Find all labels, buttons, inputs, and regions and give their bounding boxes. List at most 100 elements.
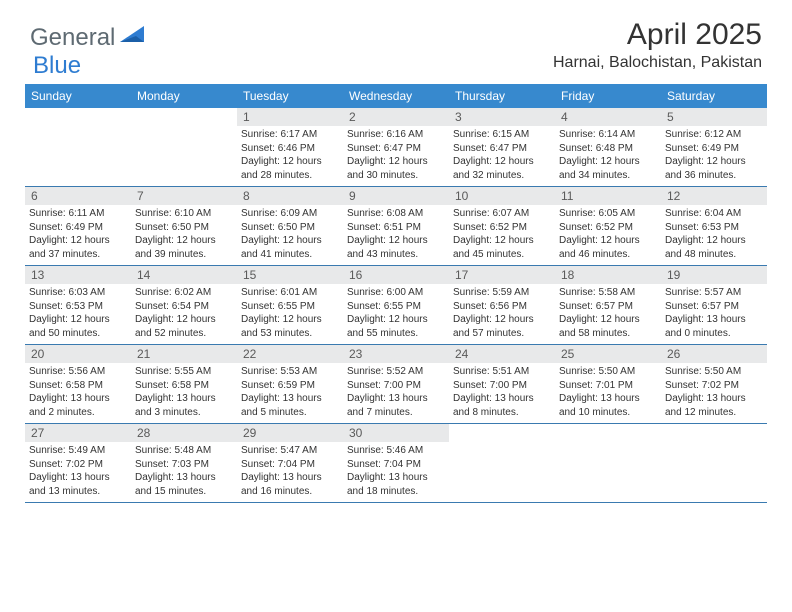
daylight-line-1: Daylight: 12 hours: [241, 155, 339, 169]
calendar-day: 2Sunrise: 6:16 AMSunset: 6:47 PMDaylight…: [343, 108, 449, 186]
sunrise-line: Sunrise: 6:14 AM: [559, 128, 657, 142]
title-block: April 2025 Harnai, Balochistan, Pakistan: [553, 18, 762, 72]
daylight-line-1: Daylight: 12 hours: [453, 155, 551, 169]
daylight-line-1: Daylight: 13 hours: [135, 392, 233, 406]
sunrise-line: Sunrise: 6:09 AM: [241, 207, 339, 221]
sunrise-line: Sunrise: 5:52 AM: [347, 365, 445, 379]
daylight-line-1: Daylight: 12 hours: [135, 313, 233, 327]
sunrise-line: Sunrise: 6:17 AM: [241, 128, 339, 142]
day-header: Friday: [555, 84, 661, 108]
day-details: Sunrise: 5:50 AMSunset: 7:02 PMDaylight:…: [661, 363, 767, 423]
header: General April 2025 Harnai, Balochistan, …: [0, 0, 792, 80]
sunrise-line: Sunrise: 6:05 AM: [559, 207, 657, 221]
daylight-line-1: Daylight: 13 hours: [29, 471, 127, 485]
daylight-line-2: and 12 minutes.: [665, 406, 763, 420]
day-details: Sunrise: 6:03 AMSunset: 6:53 PMDaylight:…: [25, 284, 131, 344]
sunrise-line: Sunrise: 6:15 AM: [453, 128, 551, 142]
day-number-empty: [555, 424, 661, 442]
sunrise-line: Sunrise: 6:00 AM: [347, 286, 445, 300]
weeks-container: 1Sunrise: 6:17 AMSunset: 6:46 PMDaylight…: [25, 108, 767, 503]
daylight-line-1: Daylight: 13 hours: [347, 471, 445, 485]
day-number: 18: [555, 266, 661, 284]
calendar-day: 11Sunrise: 6:05 AMSunset: 6:52 PMDayligh…: [555, 187, 661, 265]
day-details: Sunrise: 5:50 AMSunset: 7:01 PMDaylight:…: [555, 363, 661, 423]
daylight-line-1: Daylight: 12 hours: [559, 155, 657, 169]
calendar-week: 20Sunrise: 5:56 AMSunset: 6:58 PMDayligh…: [25, 345, 767, 424]
sunrise-line: Sunrise: 5:59 AM: [453, 286, 551, 300]
daylight-line-1: Daylight: 12 hours: [559, 313, 657, 327]
sunrise-line: Sunrise: 6:10 AM: [135, 207, 233, 221]
day-number: 23: [343, 345, 449, 363]
daylight-line-2: and 45 minutes.: [453, 248, 551, 262]
day-details: Sunrise: 5:46 AMSunset: 7:04 PMDaylight:…: [343, 442, 449, 502]
calendar-day: 5Sunrise: 6:12 AMSunset: 6:49 PMDaylight…: [661, 108, 767, 186]
daylight-line-1: Daylight: 13 hours: [665, 392, 763, 406]
sunset-line: Sunset: 7:00 PM: [347, 379, 445, 393]
calendar-day-empty: [555, 424, 661, 502]
calendar-day-empty: [449, 424, 555, 502]
day-number: 22: [237, 345, 343, 363]
day-number: 10: [449, 187, 555, 205]
sunset-line: Sunset: 6:53 PM: [665, 221, 763, 235]
daylight-line-2: and 15 minutes.: [135, 485, 233, 499]
sunset-line: Sunset: 6:48 PM: [559, 142, 657, 156]
day-details: Sunrise: 6:05 AMSunset: 6:52 PMDaylight:…: [555, 205, 661, 265]
logo-text-general: General: [30, 24, 115, 52]
logo: General: [30, 24, 146, 52]
day-details: Sunrise: 6:16 AMSunset: 6:47 PMDaylight:…: [343, 126, 449, 186]
day-number: 28: [131, 424, 237, 442]
day-number: 20: [25, 345, 131, 363]
daylight-line-1: Daylight: 13 hours: [453, 392, 551, 406]
calendar-day: 24Sunrise: 5:51 AMSunset: 7:00 PMDayligh…: [449, 345, 555, 423]
day-number: 12: [661, 187, 767, 205]
calendar-day: 21Sunrise: 5:55 AMSunset: 6:58 PMDayligh…: [131, 345, 237, 423]
calendar-day: 16Sunrise: 6:00 AMSunset: 6:55 PMDayligh…: [343, 266, 449, 344]
daylight-line-1: Daylight: 12 hours: [29, 234, 127, 248]
day-number: 17: [449, 266, 555, 284]
day-details: Sunrise: 5:51 AMSunset: 7:00 PMDaylight:…: [449, 363, 555, 423]
sunrise-line: Sunrise: 6:11 AM: [29, 207, 127, 221]
calendar-day: 13Sunrise: 6:03 AMSunset: 6:53 PMDayligh…: [25, 266, 131, 344]
sunset-line: Sunset: 7:01 PM: [559, 379, 657, 393]
sunset-line: Sunset: 6:50 PM: [241, 221, 339, 235]
day-number: 26: [661, 345, 767, 363]
day-number: 2: [343, 108, 449, 126]
day-number-empty: [25, 108, 131, 126]
daylight-line-2: and 13 minutes.: [29, 485, 127, 499]
day-number: 11: [555, 187, 661, 205]
daylight-line-1: Daylight: 12 hours: [347, 234, 445, 248]
daylight-line-2: and 18 minutes.: [347, 485, 445, 499]
sunset-line: Sunset: 6:57 PM: [665, 300, 763, 314]
day-header: Sunday: [25, 84, 131, 108]
day-number: 9: [343, 187, 449, 205]
day-number: 15: [237, 266, 343, 284]
daylight-line-2: and 2 minutes.: [29, 406, 127, 420]
daylight-line-2: and 8 minutes.: [453, 406, 551, 420]
calendar-day: 4Sunrise: 6:14 AMSunset: 6:48 PMDaylight…: [555, 108, 661, 186]
day-number: 6: [25, 187, 131, 205]
daylight-line-1: Daylight: 12 hours: [453, 313, 551, 327]
day-number-empty: [661, 424, 767, 442]
page-title: April 2025: [553, 18, 762, 52]
calendar-day: 30Sunrise: 5:46 AMSunset: 7:04 PMDayligh…: [343, 424, 449, 502]
sunrise-line: Sunrise: 6:16 AM: [347, 128, 445, 142]
day-header: Saturday: [661, 84, 767, 108]
day-details: Sunrise: 6:07 AMSunset: 6:52 PMDaylight:…: [449, 205, 555, 265]
sunrise-line: Sunrise: 6:12 AM: [665, 128, 763, 142]
calendar-day-empty: [131, 108, 237, 186]
day-details: Sunrise: 6:14 AMSunset: 6:48 PMDaylight:…: [555, 126, 661, 186]
sunrise-line: Sunrise: 6:07 AM: [453, 207, 551, 221]
daylight-line-1: Daylight: 12 hours: [347, 313, 445, 327]
day-details: Sunrise: 5:49 AMSunset: 7:02 PMDaylight:…: [25, 442, 131, 502]
sunset-line: Sunset: 6:58 PM: [29, 379, 127, 393]
day-number: 30: [343, 424, 449, 442]
day-number: 27: [25, 424, 131, 442]
day-details: Sunrise: 6:09 AMSunset: 6:50 PMDaylight:…: [237, 205, 343, 265]
day-number: 3: [449, 108, 555, 126]
logo-triangle-icon: [120, 24, 146, 49]
daylight-line-2: and 28 minutes.: [241, 169, 339, 183]
day-details: Sunrise: 5:57 AMSunset: 6:57 PMDaylight:…: [661, 284, 767, 344]
calendar-day: 10Sunrise: 6:07 AMSunset: 6:52 PMDayligh…: [449, 187, 555, 265]
calendar-day: 28Sunrise: 5:48 AMSunset: 7:03 PMDayligh…: [131, 424, 237, 502]
calendar-day: 19Sunrise: 5:57 AMSunset: 6:57 PMDayligh…: [661, 266, 767, 344]
